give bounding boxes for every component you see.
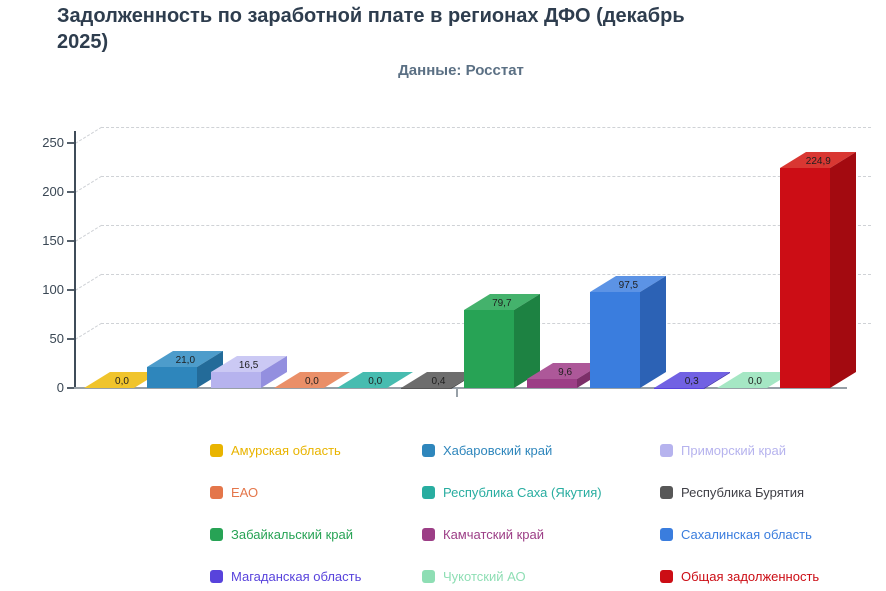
y-tick-mark [67, 338, 75, 340]
bar-value-label: 224,9 [805, 155, 831, 167]
legend-label: Республика Бурятия [681, 485, 805, 500]
bar-value-label: 79,7 [492, 297, 512, 309]
legend-label: Чукотский АО [443, 569, 526, 584]
gridline [101, 176, 871, 177]
bar-value-label: 97,5 [618, 280, 639, 292]
legend-label: Сахалинская область [681, 527, 812, 542]
y-tick-label: 150 [42, 233, 64, 248]
legend-swatch [210, 444, 223, 457]
bar-side-face[interactable] [830, 151, 857, 388]
legend-label: Общая задолженность [681, 569, 820, 584]
chart-bar[interactable] [147, 367, 198, 388]
legend-item[interactable]: Республика Саха (Якутия) [422, 485, 602, 500]
y-tick-mark [67, 289, 75, 291]
bar-value-label: 0,3 [684, 375, 699, 387]
legend-swatch [660, 486, 673, 499]
y-tick-label: 200 [42, 184, 64, 199]
gridline-diagonal [75, 273, 102, 291]
legend-label: Приморский край [681, 443, 786, 458]
bar-side-face[interactable] [640, 276, 667, 388]
bar-value-label: 16,5 [238, 359, 259, 371]
chart-bar[interactable] [210, 371, 261, 388]
gridline-diagonal [75, 322, 102, 340]
chart-title-line-2: 2025) [57, 31, 109, 53]
legend-swatch [660, 570, 673, 583]
y-tick-label: 0 [56, 380, 64, 395]
legend-swatch [660, 528, 673, 541]
bar-value-label: 21,0 [175, 355, 196, 367]
legend-item[interactable]: Забайкальский край [210, 527, 353, 542]
legend-swatch [422, 444, 435, 457]
bar-value-label: 0,0 [304, 376, 319, 387]
legend-label: Магаданская область [231, 569, 362, 584]
legend-swatch [210, 528, 223, 541]
gridline [101, 127, 871, 128]
bar-value-label: 0,0 [368, 376, 383, 387]
gridline [101, 225, 871, 226]
y-tick-label: 250 [42, 135, 64, 150]
chart-bar[interactable] [780, 167, 831, 388]
y-tick-label: 50 [49, 331, 64, 346]
chart-bar[interactable] [527, 378, 578, 388]
legend-label: Забайкальский край [231, 527, 354, 542]
legend-item[interactable]: Чукотский АО [422, 569, 526, 584]
legend-swatch [422, 570, 435, 583]
legend-label: Республика Саха (Якутия) [443, 485, 602, 500]
chart-title-line-1: Задолженность по заработной плате в реги… [57, 5, 685, 27]
legend-item[interactable]: Хабаровский край [422, 443, 552, 458]
legend-item[interactable]: ЕАО [210, 485, 258, 500]
x-axis [74, 387, 847, 389]
legend-item[interactable]: Сахалинская область [660, 527, 812, 542]
bar-value-label: 0,4 [431, 375, 446, 387]
bar-value-label: 9,6 [558, 366, 573, 378]
legend-item[interactable]: Амурская область [210, 443, 341, 458]
x-axis-category-tick [456, 389, 458, 397]
y-axis [74, 131, 76, 389]
legend-swatch [210, 486, 223, 499]
y-tick-mark [67, 142, 75, 144]
legend-item[interactable]: Республика Бурятия [660, 485, 804, 500]
legend-swatch [210, 570, 223, 583]
legend-swatch [422, 486, 435, 499]
y-tick-mark [67, 387, 75, 389]
legend-item[interactable]: Магаданская область [210, 569, 361, 584]
gridline-diagonal [75, 175, 102, 193]
bar-value-label: 0,0 [115, 376, 129, 387]
legend-item[interactable]: Камчатский край [422, 527, 544, 542]
y-tick-mark [67, 191, 75, 193]
legend-label: Амурская область [231, 443, 341, 458]
chart-title: Задолженность по заработной плате в реги… [57, 3, 863, 55]
legend-label: Камчатский край [443, 527, 544, 542]
legend-swatch [660, 444, 673, 457]
gridline-diagonal [75, 126, 102, 144]
legend-item[interactable]: Приморский край [660, 443, 786, 458]
legend-label: ЕАО [231, 485, 259, 500]
legend-label: Хабаровский край [443, 443, 553, 458]
gridline [101, 274, 871, 275]
chart-bar[interactable] [590, 292, 641, 388]
y-tick-mark [67, 240, 75, 242]
y-tick-label: 100 [42, 282, 64, 297]
chart-subtitle: Данные: Росстат [398, 62, 524, 79]
chart-bar[interactable] [463, 309, 514, 388]
bar-value-label: 0,0 [748, 376, 762, 387]
gridline-diagonal [75, 224, 102, 242]
legend-swatch [422, 528, 435, 541]
legend-item[interactable]: Общая задолженность [660, 569, 819, 584]
